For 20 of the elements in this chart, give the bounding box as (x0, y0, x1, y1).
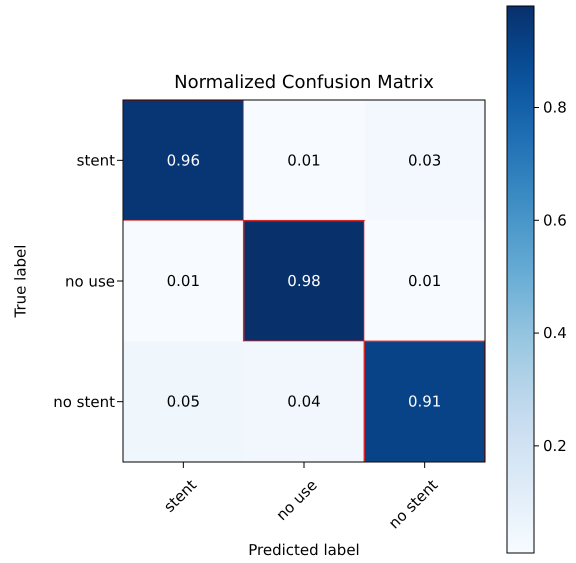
data-label: 0.01 (287, 151, 321, 170)
y-tick-label: no stent (53, 392, 116, 411)
data-label: 0.96 (166, 151, 200, 170)
color-bar-label: 0.2 (543, 436, 567, 455)
data-label: 0.98 (287, 272, 321, 290)
data-label: 0.04 (287, 392, 321, 411)
color-bar-label: 0.8 (543, 98, 567, 117)
chart-title: Normalized Confusion Matrix (173, 72, 435, 93)
data-label: 0.05 (166, 392, 200, 411)
data-label: 0.01 (166, 272, 200, 290)
x-axis-title: Predicted label (248, 541, 360, 559)
y-axis-title: True label (11, 244, 30, 318)
x-tick-label: no use (272, 476, 321, 524)
y-tick-label: stent (76, 152, 116, 170)
data-label: 0.01 (408, 272, 442, 290)
color-bar-label: 0.6 (543, 211, 567, 230)
color-bar-label: 0.4 (543, 324, 567, 342)
data-label: 0.91 (408, 392, 442, 411)
data-label: 0.03 (408, 151, 442, 170)
y-tick-label: no use (64, 272, 115, 290)
